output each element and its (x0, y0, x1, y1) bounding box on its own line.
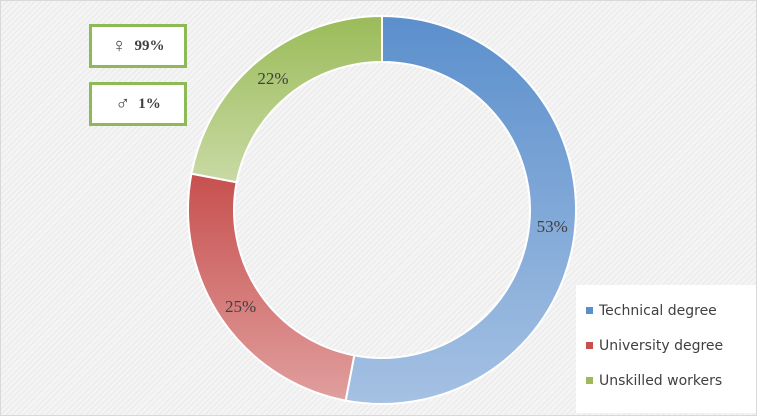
legend-label-unskilled-workers: Unskilled workers (599, 372, 723, 389)
slice-label-university-degree: 25% (225, 297, 256, 316)
female-percentage: 99% (134, 37, 165, 54)
slice-label-unskilled-workers: 22% (257, 69, 288, 88)
slice-label-technical-degree: 53% (537, 217, 568, 236)
legend-label-technical-degree: Technical degree (599, 302, 717, 319)
legend-item-unskilled-workers: Unskilled workers (586, 363, 756, 398)
male-percentage-box: ♂ 1% (89, 82, 187, 126)
slice-technical-degree (344, 14, 577, 405)
chart-legend: Technical degree University degree Unski… (576, 285, 756, 413)
female-icon: ♀ (111, 34, 127, 57)
legend-swatch-university-degree (586, 342, 593, 349)
female-percentage-box: ♀ 99% (89, 24, 187, 68)
slice-university-degree (187, 172, 356, 402)
legend-item-technical-degree: Technical degree (586, 293, 756, 328)
male-icon: ♂ (115, 92, 131, 115)
male-percentage: 1% (138, 95, 161, 112)
legend-swatch-unskilled-workers (586, 377, 593, 384)
slice-unskilled-workers (190, 14, 383, 184)
legend-swatch-technical-degree (586, 307, 593, 314)
legend-item-university-degree: University degree (586, 328, 756, 363)
legend-label-university-degree: University degree (599, 337, 724, 354)
